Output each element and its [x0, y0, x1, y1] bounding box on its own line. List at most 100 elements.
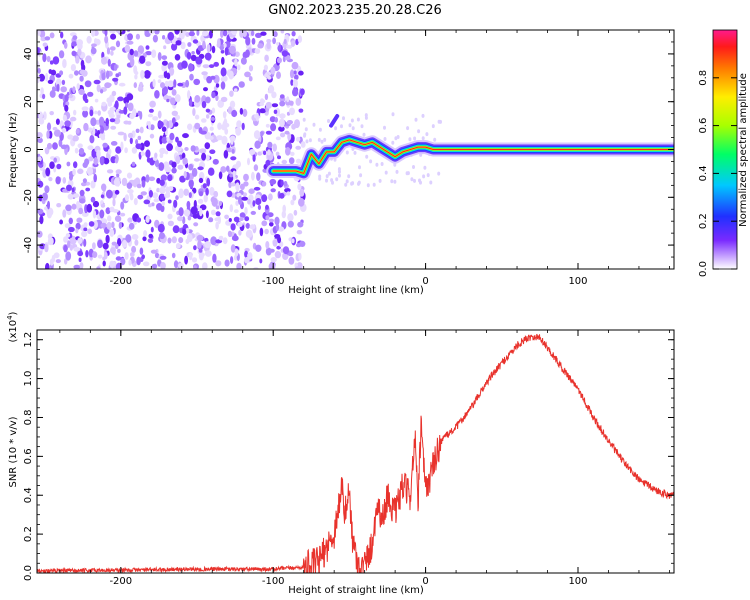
- noise-speckle: [197, 166, 204, 171]
- noise-speckle: [215, 221, 219, 230]
- noise-speckle: [100, 125, 105, 134]
- noise-speckle: [188, 192, 192, 199]
- noise-speckle: [224, 46, 229, 56]
- noise-speckle: [353, 150, 357, 155]
- noise-speckle: [59, 219, 63, 225]
- noise-speckle: [56, 203, 62, 208]
- noise-speckle: [93, 157, 98, 165]
- noise-speckle: [127, 217, 133, 223]
- noise-speckle: [221, 135, 228, 145]
- noise-speckle: [115, 73, 120, 78]
- noise-speckle: [98, 133, 106, 139]
- noise-speckle: [439, 119, 442, 124]
- noise-speckle: [426, 173, 430, 178]
- noise-speckle: [188, 163, 194, 171]
- noise-speckle: [37, 156, 42, 162]
- noise-speckle: [92, 210, 97, 219]
- noise-speckle: [84, 80, 92, 88]
- noise-speckle: [137, 110, 141, 116]
- noise-speckle: [157, 110, 162, 119]
- noise-speckle: [115, 146, 122, 154]
- noise-speckle: [37, 74, 41, 84]
- noise-speckle: [247, 198, 251, 205]
- noise-speckle: [229, 204, 233, 213]
- noise-speckle: [114, 157, 119, 164]
- noise-speckle: [142, 261, 150, 267]
- noise-speckle: [92, 251, 98, 258]
- noise-speckle: [247, 157, 250, 166]
- noise-speckle: [335, 177, 339, 182]
- noise-speckle: [75, 128, 80, 134]
- noise-speckle: [413, 178, 416, 183]
- noise-speckle: [287, 132, 292, 141]
- noise-speckle: [76, 217, 83, 223]
- noise-speckle: [193, 78, 201, 86]
- noise-speckle: [109, 106, 116, 111]
- noise-speckle: [129, 48, 134, 56]
- noise-speckle: [216, 38, 221, 48]
- noise-speckle: [85, 187, 91, 192]
- noise-speckle: [351, 126, 355, 131]
- noise-speckle: [52, 56, 60, 65]
- colorbar-gradient: [712, 29, 738, 270]
- noise-speckle: [233, 209, 239, 214]
- x-tick-label: -100: [262, 576, 285, 587]
- noise-speckle: [143, 230, 148, 237]
- snr-y-multiplier: (x104): [6, 311, 19, 342]
- noise-speckle: [233, 88, 238, 92]
- noise-speckle: [171, 236, 177, 244]
- noise-speckle: [78, 147, 85, 155]
- noise-speckle: [71, 203, 77, 210]
- noise-speckle: [190, 145, 196, 152]
- noise-speckle: [421, 136, 425, 141]
- colorbar-tick-label: 0.8: [698, 70, 709, 86]
- noise-speckle: [266, 41, 271, 50]
- noise-speckle: [154, 30, 160, 35]
- noise-speckle: [286, 96, 290, 103]
- noise-speckle: [230, 244, 236, 253]
- noise-speckle: [131, 161, 136, 167]
- noise-speckles: [37, 30, 442, 269]
- noise-speckle: [270, 188, 276, 193]
- noise-speckle: [103, 157, 110, 165]
- noise-speckle: [62, 114, 67, 122]
- noise-speckle: [257, 204, 261, 210]
- noise-speckle: [171, 117, 176, 124]
- noise-speckle: [110, 156, 117, 164]
- noise-speckle: [286, 120, 293, 125]
- noise-speckle: [52, 142, 58, 150]
- noise-speckle: [166, 120, 170, 129]
- noise-speckle: [72, 135, 79, 142]
- noise-speckle: [113, 64, 118, 71]
- colorbar-tick-label: 0.6: [698, 118, 709, 134]
- noise-speckle: [100, 218, 108, 225]
- noise-speckle: [116, 173, 120, 178]
- noise-speckle: [156, 203, 163, 211]
- noise-speckle: [290, 199, 295, 206]
- noise-speckle: [168, 186, 174, 192]
- noise-speckle: [318, 176, 322, 181]
- noise-speckle: [271, 103, 279, 108]
- noise-speckle: [275, 136, 281, 141]
- noise-speckle: [193, 222, 199, 227]
- noise-speckle: [137, 45, 145, 55]
- noise-speckle: [53, 157, 57, 163]
- noise-speckle: [272, 239, 278, 247]
- noise-speckle: [148, 203, 152, 208]
- noise-speckle: [279, 94, 285, 99]
- noise-speckle: [87, 228, 92, 235]
- noise-speckle: [174, 114, 181, 120]
- noise-speckle: [118, 82, 126, 87]
- noise-speckle: [49, 258, 54, 266]
- noise-speckle: [222, 111, 227, 119]
- noise-speckle: [173, 199, 178, 208]
- noise-speckle: [235, 127, 242, 136]
- noise-speckle: [115, 40, 121, 48]
- noise-speckle: [227, 230, 232, 238]
- noise-speckle: [183, 188, 189, 196]
- noise-speckle: [65, 204, 72, 212]
- noise-speckle: [143, 70, 151, 79]
- noise-speckle: [201, 118, 207, 123]
- noise-speckle: [124, 35, 128, 41]
- y-tick-label: 0.8: [23, 410, 34, 426]
